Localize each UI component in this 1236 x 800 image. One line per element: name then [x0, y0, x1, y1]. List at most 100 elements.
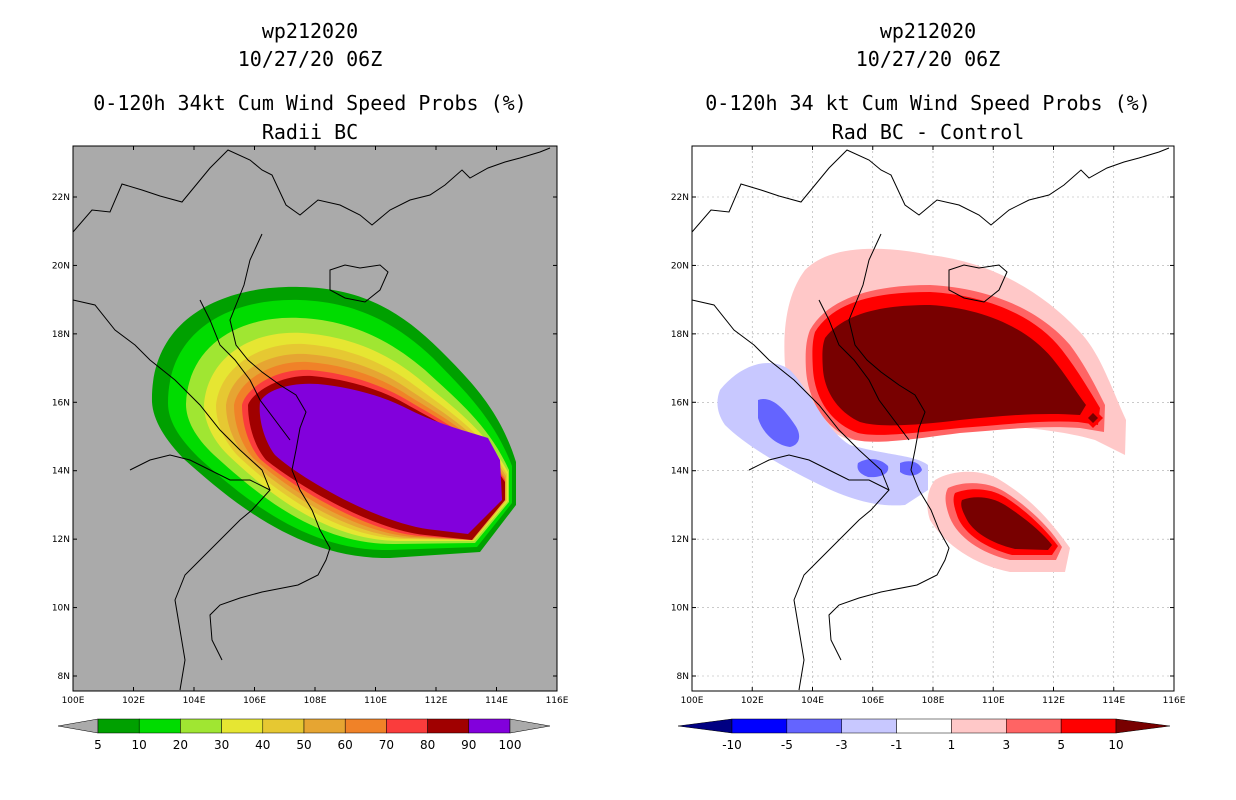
prob-contour-90 [259, 383, 502, 534]
left-title-date: 10/27/20 06Z [238, 47, 383, 71]
right-lon-label: 110E [982, 696, 1005, 706]
right-border-interior [818, 299, 910, 441]
right-colorbar-label: 1 [948, 738, 956, 752]
left-axis-ticks: 100E 102E 104E 106E 108E 110E 112E 114E 116E 8N 10… [52, 146, 569, 706]
left-colorbar-box [180, 718, 222, 734]
left-title-product: 0-120h 34kt Cum Wind Speed Probs (%) [93, 91, 526, 115]
left-colorbar-label: 70 [379, 738, 394, 752]
right-border-laos-thailand [692, 299, 890, 691]
left-lat-label: 22N [52, 193, 70, 203]
right-colorbar-box [896, 718, 952, 734]
left-border-cambodia [129, 454, 271, 491]
right-axis-ticks: 100E 102E 104E 106E 108E 110E 112E 114E 116E 8N 10… [671, 146, 1186, 706]
right-colorbar-label: -3 [836, 738, 848, 752]
right-lon-label: 102E [741, 696, 764, 706]
left-colorbar-low-arrow [57, 718, 99, 734]
right-coastlines [692, 147, 1170, 691]
left-title-storm-id: wp212020 [262, 19, 358, 43]
left-colorbar-label: 20 [173, 738, 188, 752]
left-lat-label: 10N [52, 604, 70, 614]
left-colorbar-label: 5 [94, 738, 102, 752]
left-lon-label: 102E [122, 696, 145, 706]
left-title-subtitle: Radii BC [262, 120, 358, 144]
left-colorbar-box [138, 718, 181, 734]
left-lon-label: 110E [364, 696, 387, 706]
right-lon-label: 104E [801, 696, 824, 706]
left-lon-label: 100E [62, 696, 85, 706]
right-lat-label: 18N [671, 330, 689, 340]
diff-positive-10 [822, 305, 1086, 426]
diff-negative-3-central [857, 459, 889, 478]
left-colorbar-labels: 5 10 20 30 40 50 60 70 80 90 100 [94, 738, 521, 752]
right-lon-label: 112E [1042, 696, 1065, 706]
diff-positive-10-spot [1088, 413, 1098, 423]
right-colorbar-label: 3 [1002, 738, 1010, 752]
right-colorbar-label: -5 [781, 738, 793, 752]
right-colorbar-high-arrow [1115, 718, 1171, 734]
right-title-product: 0-120h 34 kt Cum Wind Speed Probs (%) [705, 91, 1151, 115]
right-colorbar-low-arrow [677, 718, 733, 734]
right-colorbar-box [841, 718, 897, 734]
left-lon-label: 106E [243, 696, 266, 706]
left-colorbar-label: 40 [255, 738, 270, 752]
left-coastlines [73, 147, 551, 691]
left-lon-label: 114E [485, 696, 508, 706]
left-lat-label: 14N [52, 467, 70, 477]
right-title-storm-id: wp212020 [880, 19, 976, 43]
right-lon-label: 116E [1163, 696, 1186, 706]
right-lon-label: 100E [681, 696, 704, 706]
left-panel: wp212020 10/27/20 06Z 0-120h 34kt Cum Wi… [52, 19, 569, 752]
diff-positive-10-south [961, 497, 1052, 550]
left-lat-label: 20N [52, 261, 70, 271]
left-lon-label: 108E [304, 696, 327, 706]
left-border-laos-thailand [73, 299, 271, 691]
left-colorbar-label: 50 [296, 738, 311, 752]
right-coast-vietnam [828, 233, 950, 661]
right-panel: wp212020 10/27/20 06Z 0-120h 34 kt Cum W… [671, 19, 1186, 752]
right-colorbar-label: 5 [1057, 738, 1065, 752]
right-colorbar-box [786, 718, 842, 734]
right-lat-label: 22N [671, 193, 689, 203]
right-colorbar-boxes [731, 718, 1117, 734]
right-lon-label: 106E [861, 696, 884, 706]
left-colorbar-box [262, 718, 305, 734]
left-colorbar-label: 10 [132, 738, 147, 752]
right-colorbar: -10 -5 -3 -1 1 3 5 10 [677, 718, 1171, 752]
right-lat-label: 12N [671, 535, 689, 545]
left-colorbar-label: 60 [338, 738, 353, 752]
left-coast-vietnam [209, 233, 331, 661]
right-lat-label: 10N [671, 604, 689, 614]
right-border-cambodia [748, 454, 890, 491]
left-coast-hainan [329, 264, 389, 303]
left-colorbar-label: 90 [461, 738, 476, 752]
left-lat-label: 12N [52, 535, 70, 545]
right-lat-label: 14N [671, 467, 689, 477]
left-probability-field [151, 286, 516, 559]
left-colorbar-high-arrow [509, 718, 551, 734]
left-lat-label: 8N [58, 672, 70, 682]
right-colorbar-box [731, 718, 788, 734]
right-title-date: 10/27/20 06Z [856, 47, 1001, 71]
right-colorbar-box [1006, 718, 1062, 734]
right-colorbar-label: 10 [1108, 738, 1123, 752]
right-lon-label: 114E [1102, 696, 1125, 706]
left-colorbar: 5 10 20 30 40 50 60 70 80 90 100 [57, 718, 551, 752]
left-colorbar-boxes [97, 718, 511, 734]
left-colorbar-box [344, 718, 387, 734]
right-coast-south-china [692, 147, 1170, 233]
left-lat-label: 18N [52, 330, 70, 340]
left-colorbar-box [221, 718, 264, 734]
left-border-interior [199, 299, 291, 441]
right-lat-label: 16N [671, 398, 689, 408]
right-lon-label: 108E [922, 696, 945, 706]
left-colorbar-box [303, 718, 346, 734]
left-colorbar-box [468, 718, 511, 734]
left-colorbar-box [386, 718, 428, 734]
left-lon-label: 116E [546, 696, 569, 706]
left-colorbar-box [97, 718, 140, 734]
right-colorbar-labels: -10 -5 -3 -1 1 3 5 10 [722, 738, 1123, 752]
left-colorbar-label: 30 [214, 738, 229, 752]
left-colorbar-label: 100 [499, 738, 522, 752]
right-title-subtitle: Rad BC - Control [832, 120, 1025, 144]
